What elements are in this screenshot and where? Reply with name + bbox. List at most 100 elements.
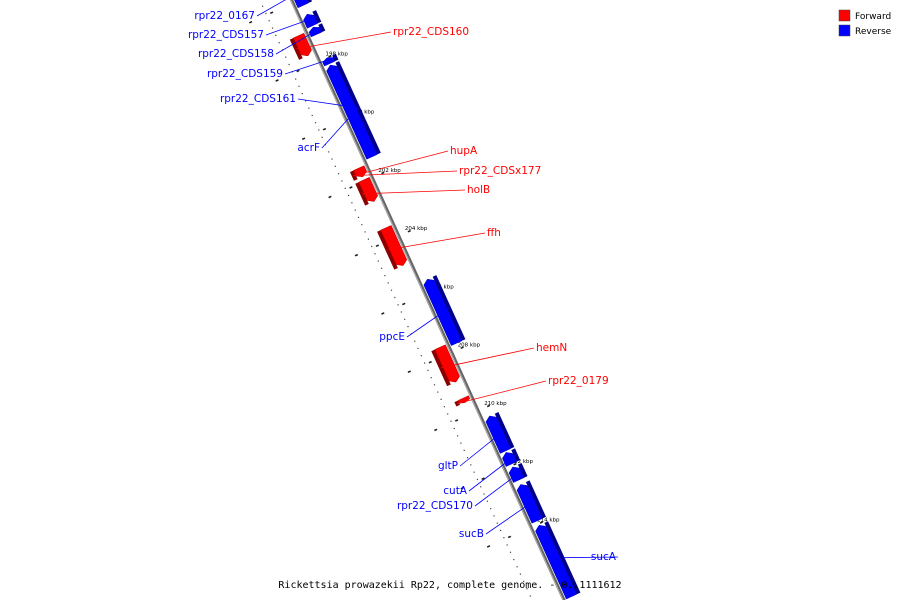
minor-tick-dot [341, 180, 343, 182]
tick-label: 212 kbp [511, 459, 534, 465]
minor-tick-dot [308, 107, 310, 109]
minor-tick-dot [271, 27, 274, 29]
minor-tick-dot [440, 398, 442, 400]
gene-label-rpr22_0179[interactable]: rpr22_0179 [457, 375, 609, 404]
tick-label: 200 kbp [352, 110, 375, 116]
gene-label-holB[interactable]: holB [361, 184, 490, 196]
gene-name: ffh [487, 227, 501, 239]
gene-name: sucA [591, 551, 617, 563]
gene-label-hemN[interactable]: hemN [440, 342, 567, 369]
gene-label-rpr22_CDS160[interactable]: rpr22_CDS160 [296, 26, 469, 50]
gene-top-face [353, 165, 367, 178]
major-tick-mark [301, 137, 306, 141]
major-tick-mark [460, 346, 464, 350]
major-tick-mark [322, 127, 327, 131]
gene-label-ppcE[interactable]: ppcE [379, 307, 450, 343]
label-leader-line [256, 0, 286, 17]
major-tick-mark [539, 521, 544, 524]
label-leader-line [468, 454, 517, 492]
gene-label-rpr22_CDSx177[interactable]: rpr22_CDSx177 [353, 165, 541, 177]
minor-tick-dot [404, 318, 406, 320]
minor-tick-dot [496, 522, 498, 524]
major-tick-mark [434, 428, 438, 432]
minor-tick-dot [344, 187, 346, 189]
tick-label: 208 kbp [458, 343, 481, 349]
gene-label-rpr22_CDS161[interactable]: rpr22_CDS161 [220, 93, 359, 109]
gene-name: rpr22_CDS157 [188, 29, 264, 41]
label-leader-line [275, 27, 322, 55]
gene-top-face [358, 176, 378, 202]
tick-label: 214 kbp [537, 517, 560, 523]
tick-label: 202 kbp [378, 168, 401, 174]
minor-tick-dot [523, 580, 525, 582]
gene-block-gltP[interactable] [485, 412, 515, 454]
gene-label-rpr22_CDS170[interactable]: rpr22_CDS170 [397, 469, 523, 512]
minor-tick-dot [285, 56, 287, 58]
gene-block-rpr22_CDS161[interactable] [326, 61, 381, 160]
gene-label-gltP[interactable]: gltP [438, 429, 505, 472]
gene-top-face [326, 64, 378, 160]
minor-tick-dot [268, 20, 270, 22]
minor-tick-dot [400, 311, 402, 313]
minor-tick-dot [311, 114, 313, 117]
minor-tick-dot [331, 158, 333, 160]
minor-tick-dot [430, 377, 432, 379]
sequence-axis [289, 0, 566, 600]
minor-tick-dots [262, 5, 531, 597]
gene-label-cutA[interactable]: cutA [443, 454, 517, 497]
gene-label-rpr22_0167[interactable]: rpr22_0167 [194, 0, 304, 22]
gene-label-hupA[interactable]: hupA [353, 145, 478, 176]
major-tick-mark [349, 186, 353, 189]
gene-top-face [535, 524, 578, 600]
minor-tick-dot [437, 391, 439, 393]
gene-name: rpr22_CDS160 [393, 26, 469, 38]
minor-tick-dot [348, 194, 350, 197]
minor-tick-dot [476, 478, 478, 481]
major-tick-mark [454, 419, 459, 422]
minor-tick-dot [354, 209, 356, 211]
gene-block-rpr22_CDS170[interactable] [508, 463, 528, 483]
gene-label-sucA[interactable]: sucA [562, 551, 619, 563]
gene-label-acrF[interactable]: acrF [297, 107, 359, 154]
gene-labels: rpr22_0167 rpr22_CDS157 rpr22_CDS158 rpr22_… [188, 0, 619, 563]
gene-block-rpr22_CDS159[interactable] [322, 53, 339, 67]
major-tick-mark [269, 11, 274, 15]
gene-top-face [457, 395, 471, 404]
minor-tick-dot [493, 515, 495, 517]
gene-block-hemN[interactable] [431, 344, 460, 387]
gene-label-ffh[interactable]: ffh [387, 227, 501, 251]
gene-block-rpr22_0167[interactable] [288, 0, 312, 9]
label-leader-line [406, 307, 450, 338]
minor-tick-dot [361, 224, 363, 226]
minor-tick-dot [364, 231, 366, 233]
minor-tick-dot [509, 551, 512, 553]
gene-name: rpr22_CDS170 [397, 500, 473, 512]
gene-name: holB [467, 184, 490, 196]
gene-block-sucB[interactable] [516, 480, 546, 524]
gene-label-sucB[interactable]: sucB [459, 499, 537, 541]
minor-tick-dot [414, 340, 416, 342]
gene-block-rpr22_CDS160[interactable] [289, 32, 312, 60]
minor-tick-dot [433, 384, 436, 386]
minor-tick-dot [387, 282, 389, 284]
minor-tick-dot [483, 493, 485, 495]
gene-label-rpr22_CDS158[interactable]: rpr22_CDS158 [198, 27, 322, 60]
major-tick-mark [428, 360, 432, 364]
major-tick-mark [507, 535, 512, 539]
major-tick-mark [248, 20, 253, 24]
label-leader-line [474, 469, 523, 507]
minor-tick-dot [453, 427, 455, 430]
gene-label-rpr22_CDS159[interactable]: rpr22_CDS159 [207, 57, 336, 81]
minor-tick-dot [334, 165, 336, 167]
minor-tick-dot [450, 420, 452, 422]
minor-tick-dot [513, 559, 515, 561]
gene-top-face [380, 225, 408, 266]
minor-tick-dot [384, 275, 386, 277]
gene-name: rpr22_0167 [194, 10, 255, 22]
gene-name: hupA [450, 145, 478, 157]
genome-caption: Rickettsia prowazekii Rp22, complete gen… [278, 580, 621, 591]
gene-label-rpr22_CDS157[interactable]: rpr22_CDS157 [188, 16, 317, 41]
minor-tick-dot [500, 529, 502, 531]
